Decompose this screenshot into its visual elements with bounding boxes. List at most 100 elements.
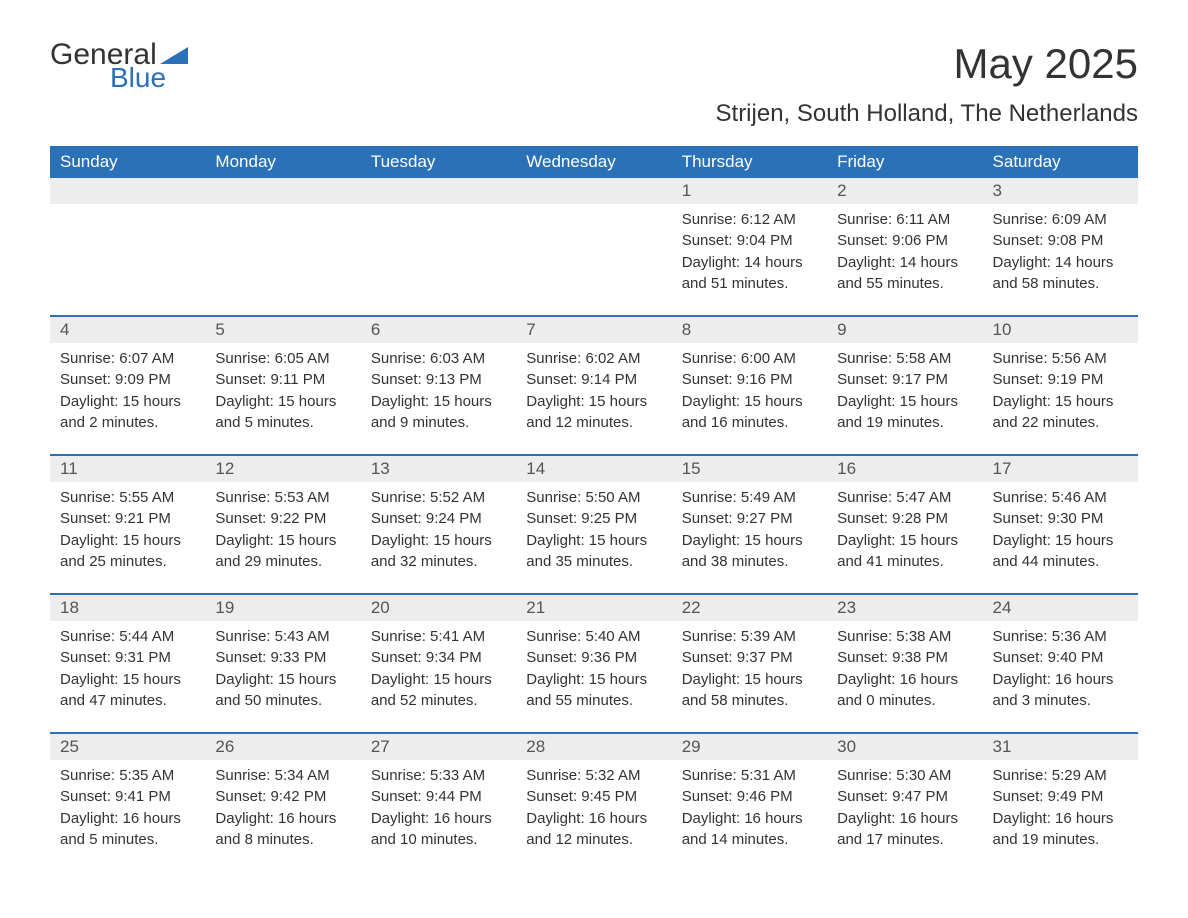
- sunrise-text: Sunrise: 6:02 AM: [526, 349, 661, 369]
- daylight-text: Daylight: 15 hours: [60, 531, 195, 551]
- day-number-row: 11121314151617: [50, 455, 1138, 482]
- day-number-cell: 4: [50, 316, 205, 343]
- day-detail-cell: Sunrise: 6:00 AMSunset: 9:16 PMDaylight:…: [672, 343, 827, 455]
- day-detail-cell: Sunrise: 6:05 AMSunset: 9:11 PMDaylight:…: [205, 343, 360, 455]
- day-number-cell: 10: [983, 316, 1138, 343]
- daylight-text: Daylight: 15 hours: [60, 392, 195, 412]
- daylight-text: Daylight: 15 hours: [526, 531, 661, 551]
- day-number-cell: 11: [50, 455, 205, 482]
- day-detail-cell: [361, 204, 516, 316]
- sunset-text: Sunset: 9:33 PM: [215, 648, 350, 668]
- daylight-text: Daylight: 15 hours: [682, 531, 817, 551]
- daylight-text: Daylight: 16 hours: [371, 809, 506, 829]
- sunrise-text: Sunrise: 5:56 AM: [993, 349, 1128, 369]
- sunrise-text: Sunrise: 5:34 AM: [215, 766, 350, 786]
- daylight-text: Daylight: 15 hours: [682, 670, 817, 690]
- daylight-text: Daylight: 14 hours: [682, 253, 817, 273]
- sunset-text: Sunset: 9:19 PM: [993, 370, 1128, 390]
- day-detail-cell: Sunrise: 5:43 AMSunset: 9:33 PMDaylight:…: [205, 621, 360, 733]
- daylight-text: and 19 minutes.: [837, 413, 972, 433]
- day-number-cell: 13: [361, 455, 516, 482]
- day-number-cell: 5: [205, 316, 360, 343]
- daylight-text: and 58 minutes.: [993, 274, 1128, 294]
- daylight-text: and 41 minutes.: [837, 552, 972, 572]
- day-number-cell: 25: [50, 733, 205, 760]
- daylight-text: and 2 minutes.: [60, 413, 195, 433]
- day-number-cell: 2: [827, 178, 982, 204]
- location-subtitle: Strijen, South Holland, The Netherlands: [50, 100, 1138, 128]
- sunrise-text: Sunrise: 5:39 AM: [682, 627, 817, 647]
- day-number-cell: 26: [205, 733, 360, 760]
- day-detail-cell: Sunrise: 5:52 AMSunset: 9:24 PMDaylight:…: [361, 482, 516, 594]
- sunrise-text: Sunrise: 5:31 AM: [682, 766, 817, 786]
- daylight-text: Daylight: 16 hours: [682, 809, 817, 829]
- logo: General Blue: [50, 40, 188, 92]
- day-detail-cell: Sunrise: 5:46 AMSunset: 9:30 PMDaylight:…: [983, 482, 1138, 594]
- day-number-cell: 20: [361, 594, 516, 621]
- day-detail-cell: Sunrise: 5:58 AMSunset: 9:17 PMDaylight:…: [827, 343, 982, 455]
- sunset-text: Sunset: 9:28 PM: [837, 509, 972, 529]
- day-detail-cell: Sunrise: 5:44 AMSunset: 9:31 PMDaylight:…: [50, 621, 205, 733]
- day-detail-cell: [516, 204, 671, 316]
- daylight-text: Daylight: 15 hours: [837, 531, 972, 551]
- daylight-text: and 19 minutes.: [993, 830, 1128, 850]
- sunset-text: Sunset: 9:44 PM: [371, 787, 506, 807]
- daylight-text: Daylight: 15 hours: [371, 392, 506, 412]
- daylight-text: Daylight: 15 hours: [371, 670, 506, 690]
- sunset-text: Sunset: 9:34 PM: [371, 648, 506, 668]
- daylight-text: and 14 minutes.: [682, 830, 817, 850]
- day-number-row: 25262728293031: [50, 733, 1138, 760]
- day-number-row: 45678910: [50, 316, 1138, 343]
- day-number-cell: 12: [205, 455, 360, 482]
- day-detail-cell: Sunrise: 5:41 AMSunset: 9:34 PMDaylight:…: [361, 621, 516, 733]
- sunrise-text: Sunrise: 6:05 AM: [215, 349, 350, 369]
- daylight-text: Daylight: 16 hours: [215, 809, 350, 829]
- daylight-text: and 25 minutes.: [60, 552, 195, 572]
- daylight-text: and 55 minutes.: [837, 274, 972, 294]
- daylight-text: and 50 minutes.: [215, 691, 350, 711]
- daylight-text: Daylight: 15 hours: [60, 670, 195, 690]
- daylight-text: and 12 minutes.: [526, 413, 661, 433]
- day-detail-cell: Sunrise: 5:31 AMSunset: 9:46 PMDaylight:…: [672, 760, 827, 871]
- day-detail-cell: Sunrise: 6:12 AMSunset: 9:04 PMDaylight:…: [672, 204, 827, 316]
- day-number-cell: 21: [516, 594, 671, 621]
- daylight-text: and 55 minutes.: [526, 691, 661, 711]
- day-detail-cell: [205, 204, 360, 316]
- sunrise-text: Sunrise: 5:32 AM: [526, 766, 661, 786]
- day-number-cell: [205, 178, 360, 204]
- day-detail-cell: Sunrise: 5:29 AMSunset: 9:49 PMDaylight:…: [983, 760, 1138, 871]
- daylight-text: and 5 minutes.: [60, 830, 195, 850]
- sunset-text: Sunset: 9:08 PM: [993, 231, 1128, 251]
- day-number-cell: 29: [672, 733, 827, 760]
- sunset-text: Sunset: 9:17 PM: [837, 370, 972, 390]
- daylight-text: Daylight: 15 hours: [526, 392, 661, 412]
- sunrise-text: Sunrise: 5:53 AM: [215, 488, 350, 508]
- sunrise-text: Sunrise: 5:33 AM: [371, 766, 506, 786]
- daylight-text: and 5 minutes.: [215, 413, 350, 433]
- daylight-text: and 58 minutes.: [682, 691, 817, 711]
- day-detail-cell: Sunrise: 5:35 AMSunset: 9:41 PMDaylight:…: [50, 760, 205, 871]
- day-detail-row: Sunrise: 6:12 AMSunset: 9:04 PMDaylight:…: [50, 204, 1138, 316]
- sunrise-text: Sunrise: 5:36 AM: [993, 627, 1128, 647]
- day-detail-row: Sunrise: 5:55 AMSunset: 9:21 PMDaylight:…: [50, 482, 1138, 594]
- sunset-text: Sunset: 9:36 PM: [526, 648, 661, 668]
- sunset-text: Sunset: 9:30 PM: [993, 509, 1128, 529]
- day-detail-cell: Sunrise: 6:07 AMSunset: 9:09 PMDaylight:…: [50, 343, 205, 455]
- daylight-text: and 17 minutes.: [837, 830, 972, 850]
- sunrise-text: Sunrise: 5:52 AM: [371, 488, 506, 508]
- sunrise-text: Sunrise: 6:12 AM: [682, 210, 817, 230]
- day-detail-cell: Sunrise: 6:03 AMSunset: 9:13 PMDaylight:…: [361, 343, 516, 455]
- sunset-text: Sunset: 9:04 PM: [682, 231, 817, 251]
- sunset-text: Sunset: 9:22 PM: [215, 509, 350, 529]
- weekday-header-row: Sunday Monday Tuesday Wednesday Thursday…: [50, 146, 1138, 178]
- day-number-cell: [361, 178, 516, 204]
- sunrise-text: Sunrise: 5:38 AM: [837, 627, 972, 647]
- daylight-text: and 38 minutes.: [682, 552, 817, 572]
- daylight-text: and 10 minutes.: [371, 830, 506, 850]
- sunset-text: Sunset: 9:31 PM: [60, 648, 195, 668]
- logo-text-blue: Blue: [110, 64, 166, 92]
- daylight-text: and 52 minutes.: [371, 691, 506, 711]
- weekday-header: Saturday: [983, 146, 1138, 178]
- daylight-text: and 47 minutes.: [60, 691, 195, 711]
- day-detail-cell: Sunrise: 5:53 AMSunset: 9:22 PMDaylight:…: [205, 482, 360, 594]
